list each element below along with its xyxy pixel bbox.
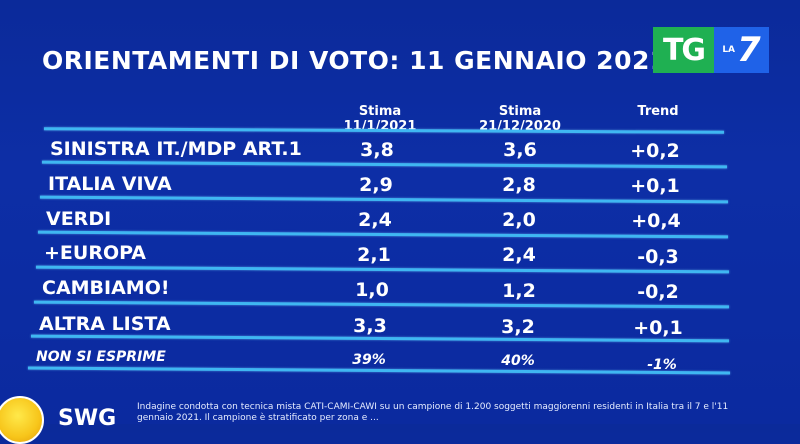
- trend-value: +0,4: [631, 210, 681, 232]
- methodology-note-line2: gennaio 2021. Il campione è stratificato…: [137, 413, 379, 423]
- party-label: +EUROPA: [44, 242, 146, 264]
- methodology-note: Indagine condotta con tecnica mista CATI…: [137, 402, 777, 424]
- trend-value: -1%: [647, 357, 677, 373]
- previous-value: 40%: [501, 353, 535, 369]
- party-label: CAMBIAMO!: [42, 277, 170, 299]
- column-header-trend: Trend: [618, 104, 698, 119]
- methodology-note-line1: Indagine condotta con tecnica mista CATI…: [137, 402, 729, 412]
- tg-la7-logo: TG LA 7: [653, 27, 769, 73]
- tg-logo-mark: TG: [653, 27, 714, 73]
- party-label: ALTRA LISTA: [39, 313, 171, 335]
- party-label: SINISTRA IT./MDP ART.1: [50, 138, 302, 160]
- party-label: ITALIA VIVA: [48, 173, 172, 195]
- party-label: VERDI: [46, 208, 112, 230]
- swg-logo: [0, 392, 60, 444]
- current-value: 2,4: [358, 209, 392, 231]
- previous-value: 2,4: [502, 244, 536, 266]
- la7-logo-mark: LA 7: [714, 27, 769, 73]
- page-title: ORIENTAMENTI DI VOTO: 11 GENNAIO 2021: [42, 46, 668, 75]
- column-header-trend-line2: Trend: [637, 104, 679, 119]
- trend-value: +0,1: [633, 317, 683, 339]
- swg-brand: SWG: [58, 406, 117, 431]
- seven-text: 7: [737, 30, 761, 70]
- column-header-previous-line1: Stima: [498, 104, 542, 119]
- column-header-current-line1: Stima: [358, 104, 402, 119]
- current-value: 2,1: [357, 244, 391, 266]
- trend-value: +0,1: [630, 175, 680, 197]
- trend-value: -0,2: [637, 281, 679, 303]
- trend-value: +0,2: [630, 140, 680, 162]
- swg-sun-icon: [0, 396, 44, 444]
- previous-value: 2,0: [502, 209, 536, 231]
- la-text: LA: [722, 45, 736, 55]
- current-value: 3,8: [360, 139, 394, 161]
- current-value: 2,9: [359, 174, 393, 196]
- current-value: 39%: [352, 352, 386, 368]
- party-label: NON SI ESPRIME: [36, 349, 166, 365]
- previous-value: 1,2: [502, 280, 536, 302]
- current-value: 3,3: [353, 315, 387, 337]
- current-value: 1,0: [355, 279, 389, 301]
- trend-value: -0,3: [637, 246, 679, 268]
- previous-value: 2,8: [502, 174, 536, 196]
- previous-value: 3,6: [503, 139, 537, 161]
- previous-value: 3,2: [501, 316, 535, 338]
